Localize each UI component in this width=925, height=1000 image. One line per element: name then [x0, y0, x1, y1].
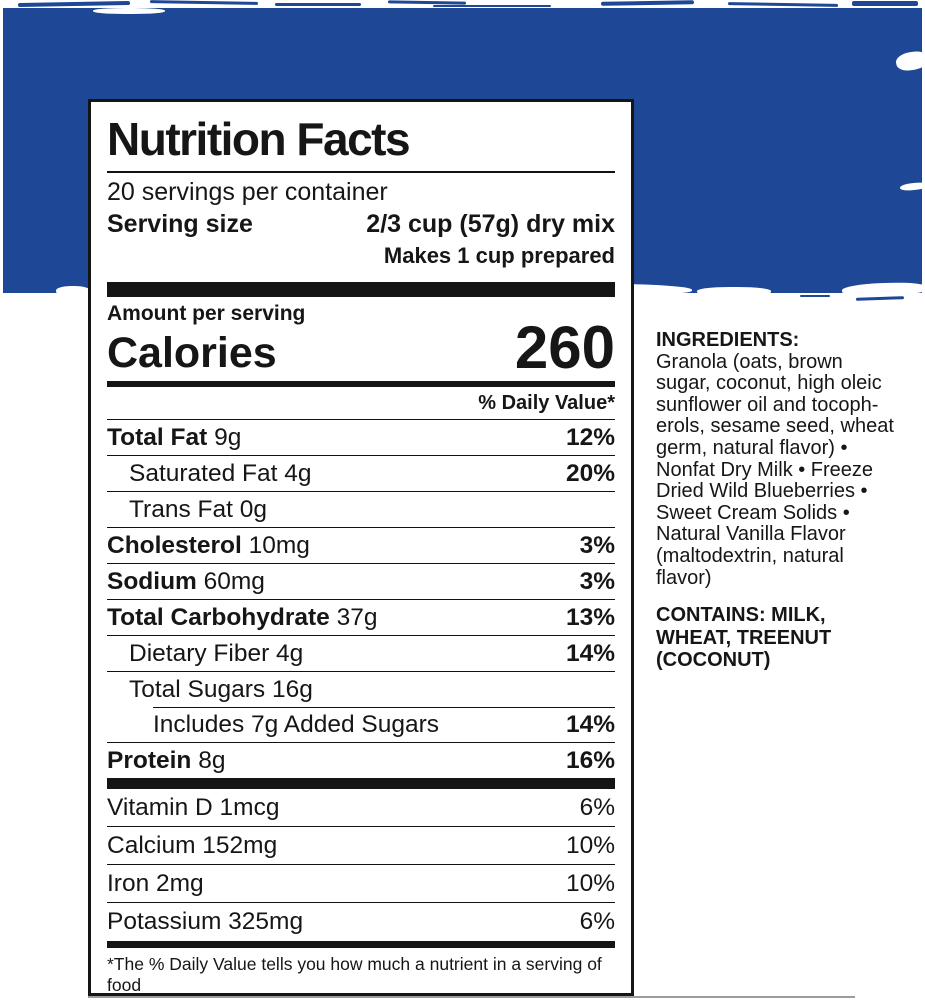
daily-value-footnote: *The % Daily Value tells you how much a …: [107, 954, 602, 1000]
brush-gap: [56, 286, 90, 296]
serving-size-label: Serving size: [107, 210, 253, 239]
nutrient-row: Dietary Fiber 4g 14%: [107, 635, 615, 671]
brush-stroke: [433, 5, 551, 7]
brush-stroke: [275, 3, 361, 6]
divider: [107, 171, 615, 174]
nutrition-facts-panel: Nutrition Facts 20 servings per containe…: [88, 99, 634, 1000]
serving-size-row: Serving size 2/3 cup (57g) dry mix: [107, 210, 615, 239]
nutrient-row: Total Fat 9g 12%: [107, 419, 615, 455]
vitamin-dv: 10%: [565, 832, 615, 860]
nutrient-name: Sodium 60mg: [107, 568, 265, 596]
ingredients-text: Granola (oats, brown sugar, coconut, hig…: [656, 350, 894, 589]
brush-gap: [93, 8, 165, 14]
thin-bar: [107, 941, 615, 949]
nutrient-name: Protein 8g: [107, 747, 226, 775]
nutrient-dv: 3%: [579, 532, 615, 560]
nutrient-row: Total Sugars 16g: [107, 671, 615, 707]
nutrition-facts-title: Nutrition Facts: [107, 113, 411, 165]
nutrient-row: Saturated Fat 4g 20%: [107, 455, 615, 491]
nutrient-name: Saturated Fat 4g: [129, 460, 312, 488]
vitamin-name: Iron 2mg: [107, 870, 204, 898]
vitamin-row: Potassium 325mg 6%: [107, 902, 615, 940]
vitamin-dv: 6%: [579, 908, 615, 936]
nutrient-dv: 20%: [565, 460, 615, 488]
vitamin-row: Vitamin D 1mcg 6%: [107, 789, 615, 826]
vitamin-name: Vitamin D 1mcg: [107, 794, 280, 822]
serving-size-value: 2/3 cup (57g) dry mix: [366, 210, 615, 239]
amount-per-serving-label: Amount per serving: [107, 302, 306, 326]
brush-stroke: [727, 2, 839, 7]
brush-stroke: [600, 0, 695, 6]
vitamin-row: Calcium 152mg 10%: [107, 826, 615, 864]
nutrient-name: Total Fat 9g: [107, 424, 242, 452]
nutrient-row: Trans Fat 0g: [107, 491, 615, 527]
calories-row: Calories 260: [107, 318, 615, 378]
nutrient-dv: 12%: [565, 424, 615, 452]
nutrient-name: Cholesterol 10mg: [107, 532, 310, 560]
calories-value: 260: [514, 314, 615, 382]
daily-value-header: % Daily Value*: [478, 392, 615, 415]
vitamin-dv: 6%: [579, 794, 615, 822]
nutrient-row: Protein 8g 16%: [107, 742, 615, 778]
page-edge-line: [88, 996, 855, 998]
nutrient-dv: 3%: [579, 568, 615, 596]
nutrient-dv: 14%: [565, 711, 615, 739]
vitamin-dv: 10%: [565, 870, 615, 898]
nutrient-name: Total Carbohydrate 37g: [107, 604, 378, 632]
vitamin-name: Potassium 325mg: [107, 908, 304, 936]
nutrient-dv: 13%: [565, 604, 615, 632]
ingredients-panel: INGREDIENTS: Granola (oats, brown sugar,…: [656, 329, 922, 672]
brush-stroke: [855, 296, 905, 301]
brush-stroke: [852, 1, 918, 6]
thick-bar: [107, 282, 615, 298]
brush-stroke: [149, 0, 259, 5]
calories-label: Calories: [107, 329, 277, 378]
nutrient-row: Total Carbohydrate 37g 13%: [107, 599, 615, 635]
nutrient-name: Includes 7g Added Sugars: [153, 711, 440, 739]
nutrient-name: Total Sugars 16g: [129, 676, 313, 704]
nutrient-dv: 16%: [565, 747, 615, 775]
nutrient-row: Includes 7g Added Sugars 14%: [107, 707, 615, 742]
nutrient-name: Dietary Fiber 4g: [129, 640, 304, 668]
brush-gap: [697, 287, 771, 296]
thick-bar: [107, 778, 615, 790]
allergen-statement: CONTAINS: MILK, WHEAT, TREENUT (COCONUT): [656, 604, 832, 672]
vitamin-row: Iron 2mg 10%: [107, 864, 615, 902]
nutrient-row: Sodium 60mg 3%: [107, 563, 615, 599]
ingredients-heading: INGREDIENTS:: [656, 329, 800, 351]
servings-per-container: 20 servings per container: [107, 178, 388, 207]
brush-stroke: [800, 295, 830, 297]
nutrient-row: Cholesterol 10mg 3%: [107, 527, 615, 563]
vitamin-table: Vitamin D 1mcg 6% Calcium 152mg 10% Iron 2mg…: [107, 789, 615, 940]
nutrient-table: Total Fat 9g 12% Saturated Fat 4g 20% Trans …: [107, 419, 615, 778]
nutrient-name: Trans Fat 0g: [129, 496, 267, 524]
nutrient-dv: 14%: [565, 640, 615, 668]
brush-stroke: [17, 1, 131, 7]
serving-note: Makes 1 cup prepared: [383, 243, 615, 269]
vitamin-name: Calcium 152mg: [107, 832, 278, 860]
medium-rule: [107, 381, 615, 388]
